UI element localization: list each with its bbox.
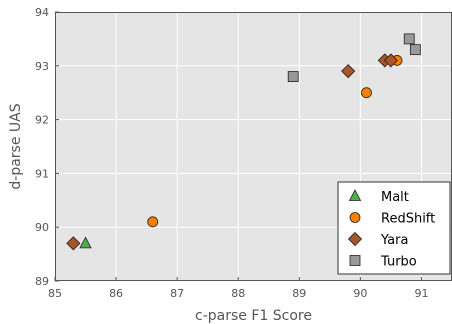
legend: Malt RedShift Yara Turbo (337, 181, 451, 275)
x-axis-label: c-parse F1 Score (195, 308, 312, 324)
legend-marker-turbo (349, 255, 361, 266)
legend-marker-malt (348, 189, 362, 201)
x-tick-label: 90 (353, 287, 367, 300)
y-tick-label: 94 (35, 6, 49, 19)
data-point-turbo (403, 33, 415, 45)
y-tick-label: 91 (35, 167, 49, 180)
data-points (66, 33, 421, 251)
y-tick-label: 89 (35, 275, 49, 288)
y-axis-label: d-parse UAS (8, 103, 24, 189)
legend-label: Malt (381, 190, 409, 205)
x-tick-label: 86 (109, 287, 123, 300)
data-point-malt (79, 236, 92, 249)
legend-label: Turbo (380, 255, 417, 270)
y-tick-label: 93 (35, 60, 49, 73)
data-point-yara (383, 53, 398, 68)
x-tick-label: 87 (170, 287, 184, 300)
legend-label: RedShift (381, 212, 435, 227)
legend-marker-redshift (349, 212, 361, 223)
data-point-yara (66, 236, 81, 251)
x-tick-label: 88 (231, 287, 245, 300)
x-tick-label: 85 (48, 287, 62, 300)
data-point-yara (341, 64, 356, 79)
legend-label: Yara (380, 233, 408, 248)
legend-marker-yara (347, 231, 363, 247)
data-point-turbo (287, 71, 299, 82)
x-tick-label: 89 (292, 287, 306, 300)
data-point-redshift (361, 87, 372, 99)
x-tick-label: 91 (414, 287, 428, 300)
y-tick-label: 92 (35, 114, 49, 127)
y-tick-label: 90 (35, 221, 49, 234)
data-point-turbo (409, 44, 421, 56)
data-point-redshift (147, 216, 159, 228)
axis-ticks: 85 86 87 88 89 90 91 89 90 91 92 93 94 (35, 6, 428, 300)
